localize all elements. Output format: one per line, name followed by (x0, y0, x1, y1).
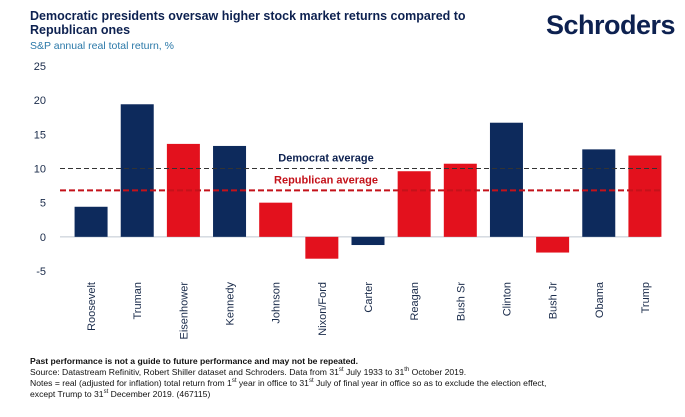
x-tick-label: Johnson (271, 282, 283, 324)
democrat-average-label: Democrat average (278, 153, 373, 165)
chart-subtitle: S&P annual real total return, % (30, 40, 174, 52)
x-tick-label: Nixon/Ford (317, 282, 329, 336)
bar-chart: -5 0 5 10 15 20 25 Roosevelt Truman Eisenhower Ken… (34, 61, 662, 340)
x-tick-label: Carter (363, 282, 375, 313)
y-tick-label: 15 (34, 129, 46, 141)
source-line: Source: Datastream Refinitiv, Robert Shi… (30, 367, 467, 377)
republican-average-label: Republican average (274, 174, 378, 186)
x-tick-label: Eisenhower (178, 282, 190, 340)
x-tick-label: Obama (594, 281, 606, 318)
bar-clinton (489, 122, 523, 237)
y-tick-label: 0 (40, 232, 46, 244)
bar-roosevelt (74, 206, 108, 237)
bar-bush-sr (443, 163, 477, 237)
x-tick-label: Bush Jr (548, 282, 560, 320)
x-tick-label: Bush Sr (455, 282, 467, 321)
x-tick-label: Reagan (409, 282, 421, 321)
x-tick-label: Truman (132, 282, 144, 320)
footer-notes: Past performance is not a guide to futur… (30, 356, 675, 400)
y-tick-label: 10 (34, 164, 46, 176)
bar-kennedy (213, 145, 247, 237)
bar-nixon-ford (305, 236, 339, 259)
bar-obama (582, 149, 616, 237)
y-tick-label: 20 (34, 95, 46, 107)
chart-title: Democratic presidents oversaw higher sto… (30, 9, 466, 37)
y-tick-label: -5 (36, 266, 46, 278)
x-tick-label: Clinton (501, 282, 513, 316)
bar-truman (120, 104, 154, 237)
x-tick-label: Kennedy (225, 282, 237, 326)
bar-reagan (397, 171, 431, 237)
x-tick-label: Trump (640, 282, 652, 313)
bar-bush-jr (536, 236, 570, 253)
x-tick-label: Roosevelt (86, 282, 98, 331)
disclaimer: Past performance is not a guide to futur… (30, 356, 359, 366)
bar-trump (628, 155, 662, 237)
bar-johnson (259, 202, 293, 237)
notes-line-2: except Trump to 31st December 2019. (467… (30, 389, 211, 399)
y-tick-label: 25 (34, 61, 46, 73)
notes-line: Notes = real (adjusted for inflation) to… (30, 378, 547, 388)
schroders-logo: Schroders (546, 10, 676, 40)
y-tick-label: 5 (40, 198, 46, 210)
bar-carter (351, 236, 385, 246)
